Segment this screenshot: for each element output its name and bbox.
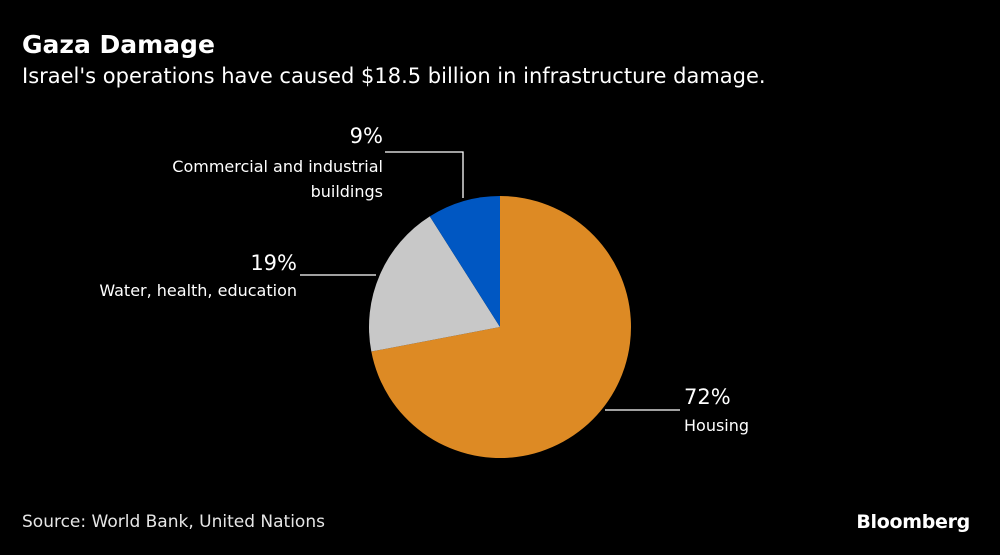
slice-name-label: Water, health, education: [99, 281, 297, 300]
source-note: Source: World Bank, United Nations: [22, 512, 325, 532]
chart-subtitle: Israel's operations have caused $18.5 bi…: [22, 64, 766, 88]
leader-line-2: [385, 151, 464, 198]
bloomberg-logo: Bloomberg: [856, 511, 970, 533]
slice-percent-label: 9%: [350, 124, 383, 148]
chart-title: Gaza Damage: [22, 30, 215, 59]
pie-slice-0: [371, 196, 631, 458]
slice-percent-label: 72%: [684, 385, 731, 409]
slice-name-label: buildings: [311, 182, 383, 201]
slice-name-label: Housing: [684, 416, 749, 435]
slice-name-label: Commercial and industrial: [172, 157, 383, 176]
slice-percent-label: 19%: [250, 251, 297, 275]
pie-slice-2: [429, 196, 500, 327]
pie-slice-1: [368, 216, 500, 352]
